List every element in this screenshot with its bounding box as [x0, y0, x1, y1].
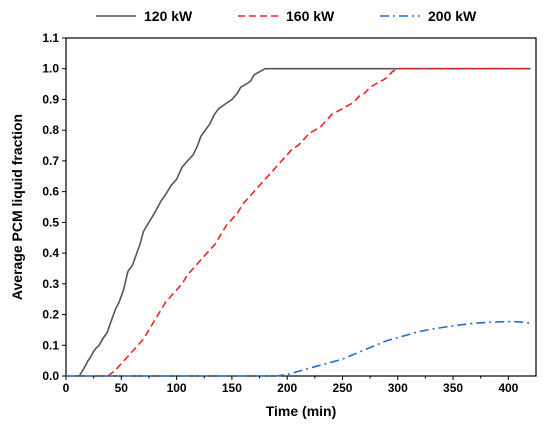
x-axis: 0 50 100 150 200 250 300 350 400 [63, 376, 519, 395]
x-axis-title: Time (min) [266, 403, 337, 419]
x-tick-label: 200 [277, 381, 297, 395]
y-tick-label: 0.0 [42, 369, 59, 383]
plot-area [65, 37, 537, 377]
legend-label-1: 120 kW [144, 8, 193, 24]
x-tick-label: 300 [388, 381, 408, 395]
y-tick-label: 0.9 [42, 92, 59, 106]
y-tick-label: 1.1 [42, 31, 59, 45]
y-tick-label: 0.3 [42, 277, 59, 291]
legend: 120 kW 160 kW 200 kW [96, 8, 477, 24]
x-tick-label: 150 [222, 381, 242, 395]
y-axis: 0.0 0.1 0.2 0.3 0.4 0.5 0.6 0.7 0.8 0.9 1.0 1.1 [42, 31, 66, 383]
legend-label-3: 200 kW [428, 8, 477, 24]
x-tick-label: 50 [115, 381, 129, 395]
y-tick-label: 0.1 [42, 338, 59, 352]
y-tick-label: 0.2 [42, 308, 59, 322]
x-tick-label: 350 [443, 381, 463, 395]
y-tick-label: 1.0 [42, 62, 59, 76]
y-tick-label: 0.6 [42, 185, 59, 199]
series-line-3 [66, 320, 531, 377]
x-tick-label: 250 [332, 381, 352, 395]
plot-frame [65, 37, 537, 377]
x-tick-label: 400 [498, 381, 518, 395]
legend-label-2: 160 kW [286, 8, 335, 24]
x-tick-label: 100 [167, 381, 187, 395]
y-tick-label: 0.8 [42, 123, 59, 137]
y-tick-label: 0.5 [42, 215, 59, 229]
series-line-2 [107, 67, 531, 377]
x-tick-label: 0 [63, 381, 70, 395]
y-axis-title: Average PCM liquid fraction [9, 114, 25, 300]
series-line-1 [78, 67, 531, 377]
y-tick-label: 0.4 [42, 246, 59, 260]
y-tick-label: 0.7 [42, 154, 59, 168]
